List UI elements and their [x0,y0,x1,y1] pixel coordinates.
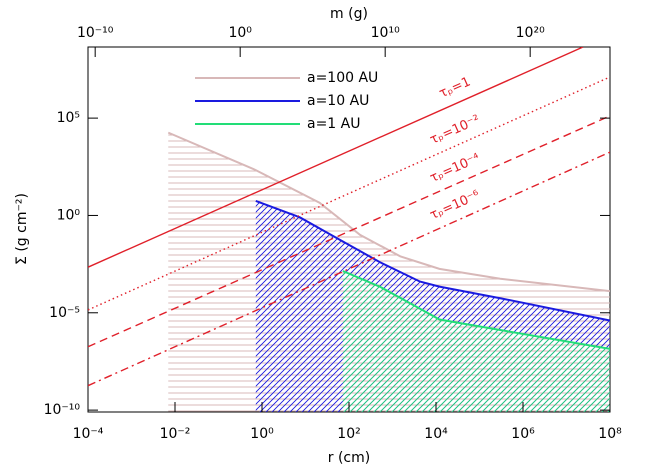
x-axis-label: r (cm) [328,450,370,466]
reference-label: τₚ=10⁻⁴ [428,151,482,186]
x2-tick-label: 10⁻¹⁰ [77,25,114,41]
legend-label: a=100 AU [307,70,378,86]
x-tick-label: 10⁰ [250,426,274,442]
y-tick-label: 10⁵ [57,110,80,126]
x-tick-label: 10⁶ [511,426,535,442]
reference-label: τₚ=10⁻² [428,113,482,148]
x2-axis-label: m (g) [330,6,368,22]
x2-tick-label: 10²⁰ [516,25,545,41]
y-tick-label: 10⁻⁵ [49,305,80,321]
legend-label: a=10 AU [307,93,369,109]
legend-label: a=1 AU [307,116,361,132]
x-tick-label: 10² [337,426,360,442]
y-tick-label: 10⁰ [57,207,81,223]
x-tick-label: 10⁸ [598,426,622,442]
reference-line [88,151,610,387]
x2-tick-label: 10¹⁰ [371,25,400,41]
series-line [167,131,610,293]
x2-tick-label: 10⁰ [228,25,252,41]
x-tick-label: 10⁴ [424,426,448,442]
reference-line [88,47,584,268]
reference-label: τₚ=1 [437,74,473,101]
area-hatch [342,271,610,412]
y-axis-label: Σ (g cm⁻²) [14,193,30,265]
reference-line [88,115,610,348]
series-line [255,199,610,322]
series-line [342,270,610,350]
y-tick-label: 10⁻¹⁰ [44,402,81,418]
x-tick-label: 10⁻⁴ [73,426,104,442]
reference-line [88,76,610,311]
x-tick-label: 10⁻² [160,426,191,442]
plot-area [88,47,610,412]
